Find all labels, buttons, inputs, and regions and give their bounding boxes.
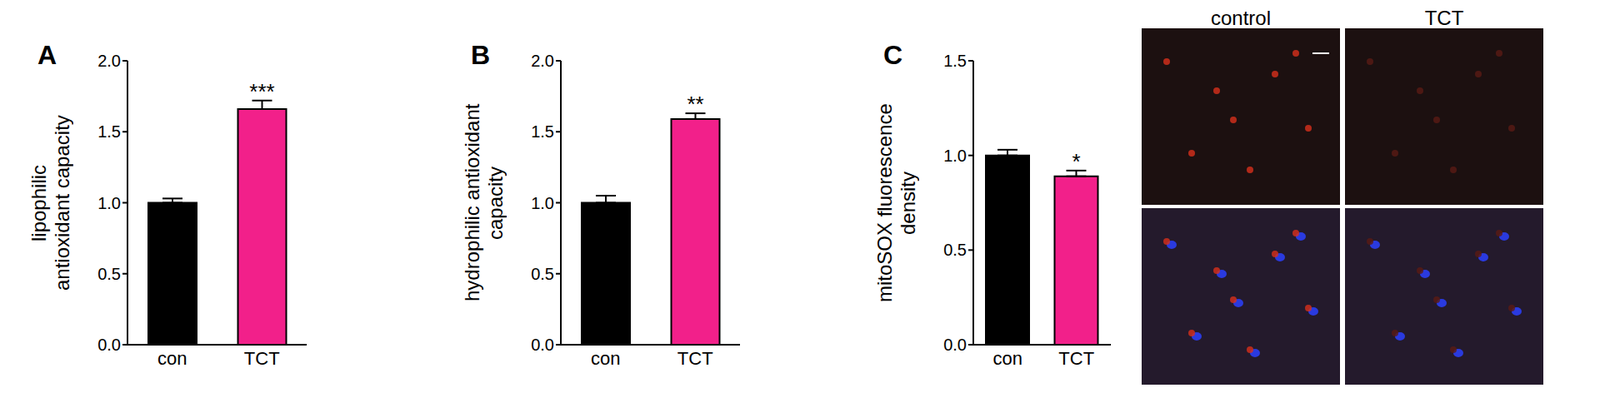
svg-text:2.0: 2.0	[97, 51, 121, 70]
svg-text:*: *	[1071, 149, 1080, 175]
svg-text:2.0: 2.0	[530, 51, 555, 70]
svg-text:0.0: 0.0	[943, 335, 967, 355]
svg-text:con: con	[993, 348, 1023, 370]
svg-text:**: **	[686, 91, 704, 117]
html-text:B: B	[470, 40, 491, 70]
svg-text:0.5: 0.5	[97, 265, 121, 284]
svg-text:0.5: 0.5	[530, 265, 555, 284]
html-text:A: A	[37, 40, 57, 70]
svg-text:1.5: 1.5	[530, 122, 555, 141]
svg-text:TCT: TCT	[244, 348, 280, 370]
html-text:control: control	[1210, 6, 1271, 30]
svg-text:1.5: 1.5	[97, 122, 121, 141]
html-text:lipophilic: lipophilic	[27, 164, 50, 242]
svg-text:con: con	[590, 348, 620, 370]
svg-text:***: ***	[249, 79, 275, 105]
svg-text:1.0: 1.0	[943, 146, 967, 165]
svg-text:1.5: 1.5	[943, 51, 967, 70]
html-text:C: C	[883, 40, 903, 70]
html-text:hydrophilic antioxidant: hydrophilic antioxidant	[460, 104, 484, 302]
html-text:mitoSOX fluorescence: mitoSOX fluorescence	[873, 103, 896, 303]
svg-text:TCT: TCT	[677, 348, 714, 370]
svg-text:con: con	[157, 348, 187, 370]
html-text:capacity: capacity	[484, 166, 507, 240]
svg-text:0.0: 0.0	[97, 335, 121, 355]
html-text:density: density	[896, 171, 920, 235]
svg-text:0.5: 0.5	[943, 240, 967, 260]
svg-text:1.0: 1.0	[530, 194, 555, 213]
svg-text:1.0: 1.0	[97, 194, 121, 213]
svg-text:0.0: 0.0	[530, 335, 555, 355]
svg-text:TCT: TCT	[1058, 348, 1095, 370]
html-text:antioxidant capacity: antioxidant capacity	[50, 115, 74, 291]
html-text:TCT: TCT	[1424, 6, 1464, 30]
